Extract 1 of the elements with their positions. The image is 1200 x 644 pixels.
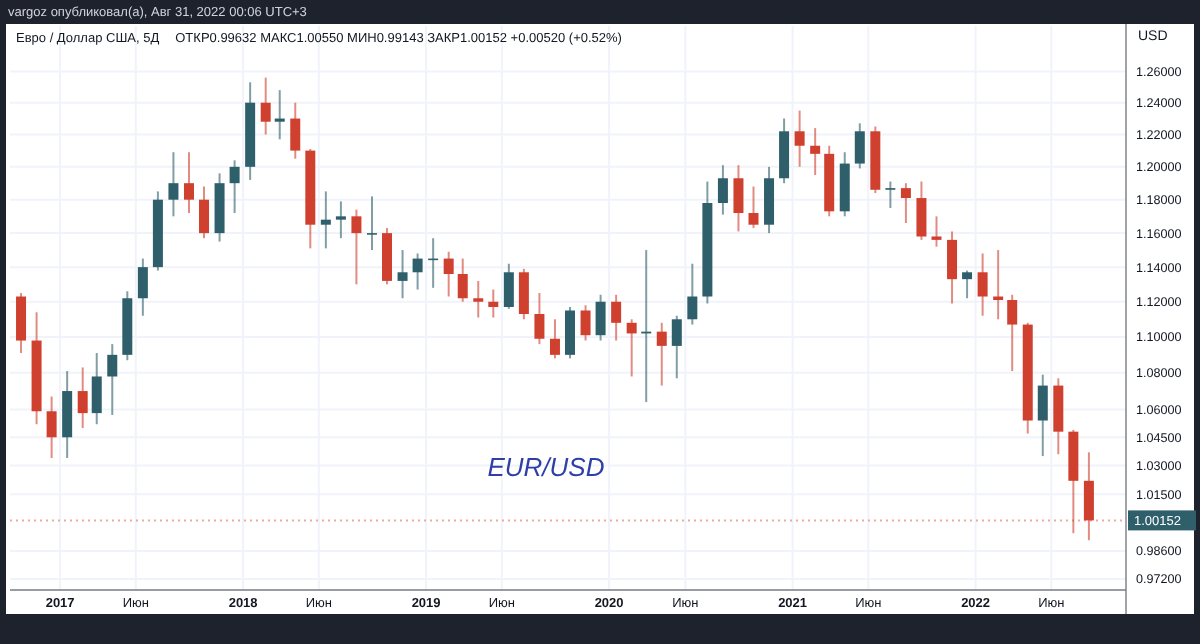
- annotation: EUR/USD: [487, 452, 605, 482]
